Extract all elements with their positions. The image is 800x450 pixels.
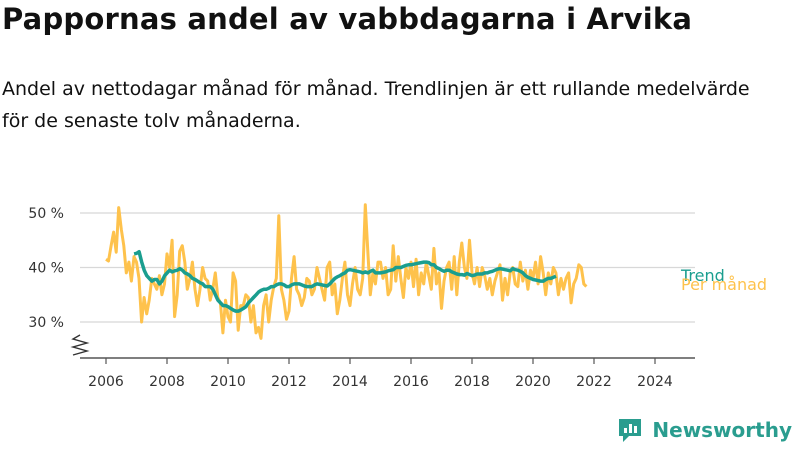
- x-tick-label: 2012: [271, 374, 307, 390]
- x-tick-label: 2006: [88, 374, 124, 390]
- series-line-per-manad: [105, 203, 588, 340]
- series-label-trend: Trend: [680, 266, 725, 285]
- chart-title: Pappornas andel av vabbdagarna i Arvika: [2, 2, 693, 36]
- y-axis-ticks: 30 % 40 % 50 %: [28, 206, 64, 331]
- x-tick-label: 2008: [149, 374, 185, 390]
- brand-logo: Newsworthy: [616, 416, 792, 444]
- x-tick-label: 2014: [332, 374, 368, 390]
- x-tick-label: 2018: [454, 374, 490, 390]
- newsworthy-logo-icon: [619, 419, 642, 442]
- x-tick-label: 2022: [576, 374, 612, 390]
- x-tick-label: 2016: [393, 374, 429, 390]
- y-tick-label: 30 %: [28, 315, 64, 331]
- x-tick-label: 2024: [637, 374, 673, 390]
- chart-subtitle: Andel av nettodagar månad för månad. Tre…: [2, 78, 750, 132]
- series-label-per-manad: Per månad: [681, 275, 767, 294]
- axis-break-icon: [70, 334, 90, 356]
- x-tick-label: 2010: [210, 374, 246, 390]
- x-tick-label: 2020: [515, 374, 551, 390]
- gridlines: [80, 212, 695, 323]
- x-axis-ticks: 2006 2008 2010 2012 2014 2016 2018 2020 2022 2024: [88, 358, 673, 390]
- brand-name: Newsworthy: [652, 418, 792, 442]
- y-tick-label: 50 %: [28, 206, 64, 222]
- y-tick-label: 40 %: [28, 261, 64, 277]
- series-line-trend: [133, 249, 557, 313]
